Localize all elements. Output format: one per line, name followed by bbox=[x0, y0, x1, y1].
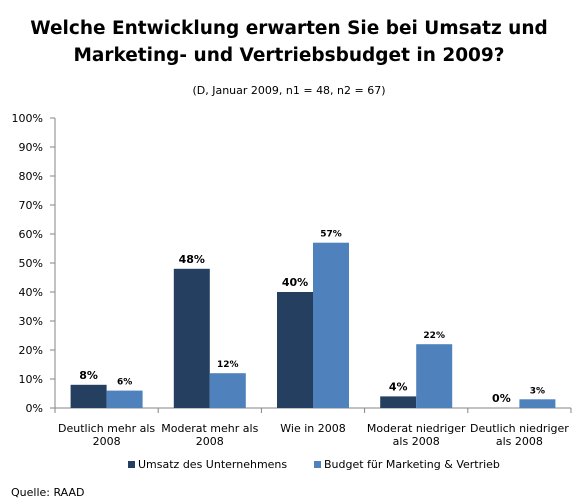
y-tick-label: 0% bbox=[26, 402, 43, 415]
bar-series-1 bbox=[70, 384, 107, 408]
data-label: 22% bbox=[423, 331, 445, 341]
category-label: Wie in 2008 bbox=[280, 422, 345, 435]
data-label: 40% bbox=[282, 276, 308, 289]
data-label: 0% bbox=[492, 392, 511, 405]
data-label: 12% bbox=[217, 360, 239, 370]
y-tick-label: 40% bbox=[19, 286, 43, 299]
bar-series-2 bbox=[313, 242, 349, 408]
bar-series-2 bbox=[519, 399, 556, 408]
y-tick-label: 50% bbox=[19, 257, 43, 270]
source-note: Quelle: RAAD bbox=[11, 486, 85, 499]
category-label: 2008 bbox=[93, 435, 121, 448]
chart-title-line-2: Marketing- und Vertriebsbudget in 2009? bbox=[73, 45, 504, 66]
data-labels: 8% 6% 48% 12% 40% 57% 4% 22% 0% 3% bbox=[79, 230, 545, 405]
x-ticks bbox=[54, 408, 572, 413]
category-label: Deutlich mehr als bbox=[58, 422, 155, 435]
category-label: 2008 bbox=[196, 435, 224, 448]
chart-subtitle: (D, Januar 2009, n1 = 48, n2 = 67) bbox=[192, 84, 385, 97]
legend: Umsatz des Unternehmens Budget für Marke… bbox=[128, 458, 500, 471]
y-tick-label: 90% bbox=[19, 141, 43, 154]
y-tick-label: 60% bbox=[19, 228, 43, 241]
category-label: Moderat mehr als bbox=[161, 422, 258, 435]
bar-series-2 bbox=[416, 344, 453, 408]
data-label: 8% bbox=[79, 369, 98, 382]
y-tick-label: 10% bbox=[19, 373, 43, 386]
legend-label-umsatz: Umsatz des Unternehmens bbox=[138, 458, 287, 471]
bar-series-1 bbox=[277, 292, 313, 408]
bar-series-2 bbox=[106, 390, 143, 408]
y-tick-label: 20% bbox=[19, 344, 43, 357]
plot-area: 0% 10% 20% 30% 40% 50% 60% 70% 80% 90% 100% 8% 6% 48… bbox=[12, 112, 572, 448]
chart-title-line-1: Welche Entwicklung erwarten Sie bei Umsa… bbox=[30, 18, 548, 39]
y-ticks: 0% 10% 20% 30% 40% 50% 60% 70% 80% 90% 100% bbox=[12, 112, 55, 415]
category-label: als 2008 bbox=[496, 435, 543, 448]
data-label: 4% bbox=[389, 380, 408, 393]
data-label: 3% bbox=[530, 386, 545, 396]
bar-series-2 bbox=[209, 373, 246, 408]
bars bbox=[70, 242, 556, 408]
data-label: 57% bbox=[320, 230, 342, 240]
category-label: Deutlich niedriger bbox=[470, 422, 569, 435]
y-tick-label: 100% bbox=[12, 112, 43, 125]
bar-series-1 bbox=[380, 396, 417, 408]
y-tick-label: 30% bbox=[19, 315, 43, 328]
legend-label-budget: Budget für Marketing & Vertrieb bbox=[324, 458, 500, 471]
legend-swatch-umsatz bbox=[128, 461, 135, 468]
data-label: 48% bbox=[179, 253, 205, 266]
data-label: 6% bbox=[117, 378, 132, 388]
legend-swatch-budget bbox=[314, 461, 321, 468]
y-tick-label: 80% bbox=[19, 170, 43, 183]
y-tick-label: 70% bbox=[19, 199, 43, 212]
category-label: Moderat niedriger bbox=[367, 422, 466, 435]
bar-series-1 bbox=[173, 268, 210, 408]
category-label: als 2008 bbox=[393, 435, 440, 448]
